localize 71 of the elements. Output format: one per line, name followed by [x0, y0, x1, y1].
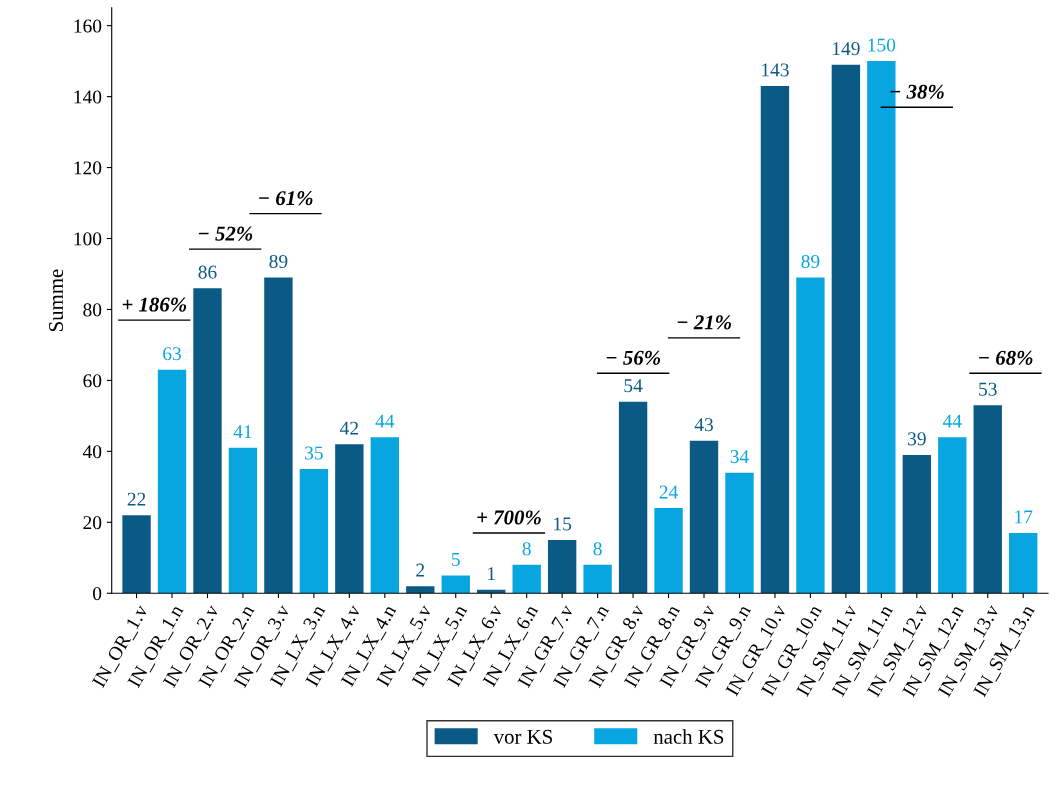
- bar: [973, 405, 1002, 594]
- data-label: 44: [942, 414, 962, 428]
- bar: [938, 437, 967, 594]
- bar: [583, 564, 612, 594]
- bar: [122, 515, 151, 594]
- data-label: 24: [659, 485, 678, 499]
- data-label: 17: [1015, 510, 1033, 524]
- y-tick-label: 60: [83, 374, 102, 388]
- annotation: − 56%: [606, 350, 661, 365]
- bar: [228, 447, 258, 594]
- data-label: 86: [198, 265, 217, 279]
- data-label: 54: [624, 379, 643, 393]
- annotation: − 68%: [979, 350, 1033, 365]
- annotation: − 52%: [198, 226, 253, 241]
- bar: [654, 508, 683, 594]
- bar: [1009, 532, 1038, 594]
- data-label: 1: [488, 567, 495, 581]
- bar: [441, 575, 470, 594]
- bar: [370, 437, 399, 594]
- y-tick-label: 120: [74, 161, 102, 175]
- annotation: + 700%: [477, 510, 541, 525]
- bar: [157, 369, 187, 594]
- y-axis-title: Summe: [49, 269, 64, 332]
- data-label: 143: [762, 63, 789, 77]
- data-label: 8: [522, 542, 531, 556]
- legend-label: nach KS: [653, 729, 724, 744]
- data-label: 15: [554, 517, 572, 531]
- bar: [796, 277, 825, 594]
- y-tick-label: 100: [74, 232, 102, 246]
- data-label: 2: [416, 563, 425, 577]
- bar: [831, 64, 861, 594]
- bar: [725, 472, 754, 594]
- bar: [193, 288, 222, 594]
- data-label: 89: [801, 254, 820, 269]
- legend-label: vor KS: [493, 729, 552, 744]
- data-label: 42: [340, 421, 358, 435]
- annotation: − 38%: [890, 84, 944, 99]
- bar: [512, 564, 541, 594]
- data-label: 44: [375, 414, 395, 428]
- data-label: 35: [305, 446, 323, 460]
- data-label: 34: [730, 450, 749, 464]
- bar: [406, 586, 435, 594]
- data-label: 41: [233, 425, 252, 439]
- y-tick-label: 80: [83, 303, 102, 317]
- bar: [299, 469, 329, 594]
- bar: [547, 540, 577, 594]
- y-tick-label: 160: [74, 19, 102, 33]
- bar: [618, 401, 648, 594]
- y-tick-label: 40: [82, 445, 102, 459]
- data-label: 89: [269, 254, 288, 269]
- annotation: − 21%: [677, 315, 731, 330]
- bar: [689, 440, 719, 594]
- data-label: 53: [979, 382, 997, 396]
- y-tick-label: 20: [83, 516, 102, 530]
- data-label: 63: [163, 347, 181, 361]
- data-label: 22: [127, 492, 146, 506]
- data-label: 149: [833, 42, 860, 56]
- data-label: 39: [908, 432, 926, 446]
- bar: [867, 61, 896, 594]
- data-label: 5: [452, 553, 460, 567]
- data-label: 150: [868, 38, 896, 52]
- y-tick-label: 140: [74, 90, 102, 104]
- annotation: + 186%: [122, 297, 187, 312]
- data-label: 8: [593, 542, 602, 556]
- bar: [335, 444, 364, 594]
- bar: [760, 85, 790, 594]
- annotation: − 61%: [259, 191, 313, 206]
- data-label: 43: [694, 418, 713, 432]
- bar: [902, 454, 931, 594]
- bar: [264, 277, 293, 594]
- y-tick-label: 0: [93, 587, 102, 601]
